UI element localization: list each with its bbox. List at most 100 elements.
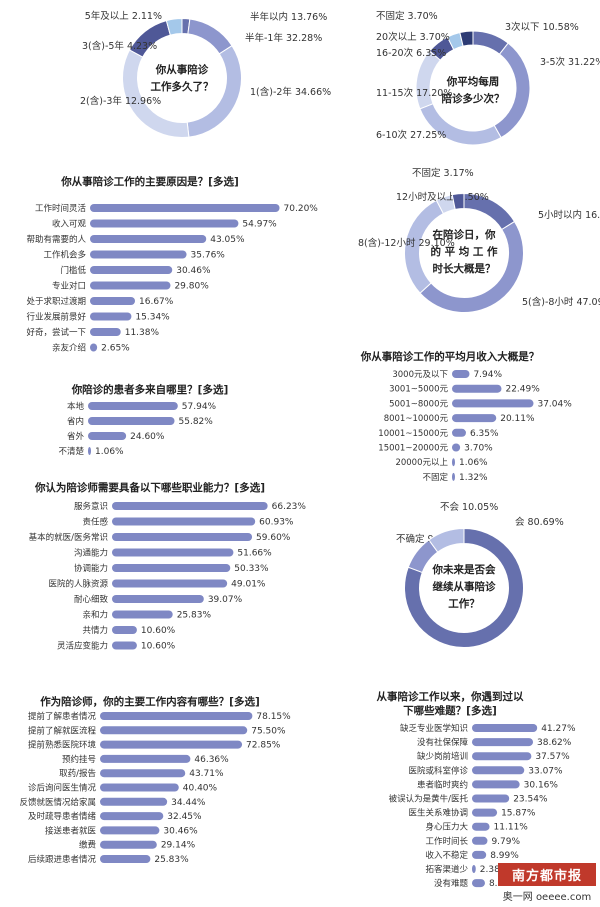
bar-income-value-7: 1.32% (459, 473, 488, 483)
bar-patients-value-2: 24.60% (130, 432, 165, 442)
bar-abilities-bar-1 (112, 517, 256, 526)
bar-income-category-0: 3000元及以下 (392, 370, 448, 380)
bar-difficulties-category-2: 缺少岗前培训 (417, 751, 468, 762)
bar-reasons-value-4: 30.46% (176, 266, 211, 276)
pie-future-label-2: 不会 10.05% (440, 501, 498, 513)
pie-panel-future: 会 80.69% 不确定 9.26% 不会 10.05% 你未来是否会 继续从事陪诊… (300, 500, 600, 670)
pie-years-slice-1 (187, 18, 233, 55)
pie-hours-label-4: 不固定 3.17% (412, 167, 474, 179)
bar-difficulties-title-line-2: 下哪些难题？[多选] (403, 705, 497, 717)
bar-patients-value-3: 1.06% (95, 447, 124, 457)
bar-reasons-bar-0 (90, 204, 280, 212)
bar-income-bar-6 (452, 458, 455, 467)
bar-content-value-7: 32.45% (167, 812, 202, 822)
bar-content-value-3: 46.36% (194, 755, 229, 765)
pie-years-svg: 5年及以上 2.11% 半年以内 13.76% 半年-1年 32.28% 1(含)-2… (80, 10, 331, 138)
bar-income-category-1: 3001~5000元 (389, 385, 448, 395)
bar-content-title: 作为陪诊师，你的主要工作内容有哪些？[多选] (40, 696, 260, 708)
bar-difficulties-value-5: 23.54% (513, 795, 548, 805)
bar-patients-title: 你陪诊的患者多来自哪里？[多选] (71, 384, 229, 396)
pie-times-label-6: 不固定 3.70% (376, 10, 438, 22)
bar-reasons-category-5: 专业对口 (52, 281, 86, 292)
bar-abilities-value-6: 39.07% (208, 595, 243, 605)
newspaper-logo: 南方都市报 (498, 863, 596, 886)
pie-years-title-line-2: 工作多久了？ (150, 81, 214, 93)
bar-abilities-category-2: 基本的就医/医务常识 (29, 532, 108, 543)
bar-content-value-0: 78.15% (256, 712, 291, 722)
bar-content-value-2: 72.85% (246, 741, 281, 751)
bar-reasons-value-1: 54.97% (242, 220, 277, 230)
bar-difficulties-bar-8 (472, 836, 488, 845)
bar-income-category-2: 5001~8000元 (389, 399, 448, 409)
bar-difficulties-bar-4 (472, 780, 520, 789)
pie-future-label-0: 会 80.69% (515, 516, 564, 528)
bar-content-category-9: 缴费 (79, 840, 97, 851)
bar-patients-value-1: 55.82% (179, 417, 214, 427)
pie-hours-title: 在陪诊日，你 的 平 均 工 作 时长大概是？ (414, 227, 514, 278)
bar-difficulties-bar-1 (472, 738, 534, 747)
bar-income-bar-1 (452, 384, 502, 393)
bar-content-bar-7 (100, 812, 164, 821)
pie-times-svg: 3次以下 10.58% 3-5次 31.22% 6-10次 27.25% 11-15次… (376, 10, 600, 146)
bar-abilities-category-7: 亲和力 (82, 610, 108, 621)
pie-times-label-0: 3次以下 10.58% (505, 21, 579, 33)
bar-abilities-bar-4 (112, 564, 231, 572)
bar-abilities-category-3: 沟通能力 (74, 548, 108, 559)
bar-reasons-bar-6 (90, 297, 136, 305)
bar-difficulties-category-3: 医院或科室停诊 (408, 765, 468, 776)
bar-abilities-title: 你认为陪诊师需要具备以下哪些职业能力？[多选] (34, 482, 266, 494)
bar-content-value-8: 30.46% (163, 826, 198, 836)
bar-income-bar-3 (452, 414, 497, 423)
bar-content-value-4: 43.71% (189, 769, 224, 779)
bar-difficulties-value-9: 8.99% (490, 851, 519, 861)
bar-income-value-5: 3.70% (464, 444, 493, 454)
bar-income-bar-4 (452, 428, 466, 437)
bar-income-category-4: 10001~15000元 (378, 429, 448, 439)
bar-reasons-category-4: 门槛低 (60, 265, 86, 276)
bar-reasons-value-7: 15.34% (135, 313, 170, 323)
bar-patients-bar-0 (88, 402, 178, 410)
bar-content-bar-8 (100, 826, 160, 835)
bar-panel-reasons: 你从事陪诊工作的主要原因是？[多选] 工作时间灵活 70.20% 收入可观 54.97… (0, 172, 318, 362)
pie-times-label-3: 11-15次 17.20% (376, 87, 452, 99)
bar-content-value-1: 75.50% (251, 726, 286, 736)
bar-difficulties-value-4: 30.16% (524, 780, 559, 790)
bar-income-value-6: 1.06% (459, 458, 488, 468)
bar-reasons-category-9: 亲友介绍 (52, 343, 86, 354)
pie-years-label-3: 1(含)-2年 34.66% (250, 86, 331, 98)
bar-difficulties-value-2: 37.57% (535, 752, 570, 762)
bar-abilities-category-5: 医院的人脉资源 (48, 579, 108, 590)
bar-content-category-6: 反馈就医情况给家属 (19, 797, 96, 808)
pie-panel-years: 5年及以上 2.11% 半年以内 13.76% 半年-1年 32.28% 1(含)-2… (0, 0, 331, 165)
bar-content-value-5: 40.40% (183, 784, 218, 794)
bar-abilities-category-6: 耐心细致 (74, 594, 109, 605)
bar-reasons-bar-8 (90, 328, 121, 336)
bar-income-bar-5 (452, 443, 461, 452)
bar-income-category-6: 20000元以上 (395, 458, 448, 468)
bar-content-svg: 提前了解患者情况 78.15% 提前了解就医流程 75.50% 提前熟悉医院环境 72.8… (19, 711, 291, 865)
pie-times-label-5: 20次以上 3.70% (376, 31, 450, 43)
bar-difficulties-category-6: 医生关系难协调 (408, 808, 468, 819)
pie-years-label-5: 3(含)-5年 4.23% (82, 40, 157, 52)
bar-difficulties-value-1: 38.62% (537, 738, 572, 748)
bar-patients-category-1: 省内 (67, 416, 84, 427)
bar-reasons-category-8: 好奇，尝试一下 (26, 327, 86, 338)
bar-content-category-0: 提前了解患者情况 (28, 711, 97, 722)
pie-future-title: 你未来是否会 继续从事陪诊 工作？ (414, 562, 514, 613)
bar-difficulties-category-5: 被误认为是黄牛/医托 (389, 794, 469, 805)
pie-future-title-line-3: 工作？ (448, 598, 480, 610)
footer: 南方都市报 奥一网 oeeee.com (498, 863, 596, 903)
bar-difficulties-bar-11 (472, 879, 485, 888)
bar-income-bar-7 (452, 472, 455, 481)
bar-difficulties-bar-5 (472, 794, 510, 803)
bar-content-bar-2 (100, 740, 243, 749)
bar-content-category-2: 提前熟悉医院环境 (28, 740, 97, 751)
bar-reasons-value-6: 16.67% (139, 297, 174, 307)
bar-reasons-bar-5 (90, 281, 171, 290)
bar-income-category-5: 15001~20000元 (378, 444, 448, 454)
bar-abilities-value-2: 59.60% (256, 533, 291, 543)
pie-times-title-line-2: 陪诊多少次？ (441, 93, 505, 105)
bar-reasons-category-3: 工作机会多 (43, 250, 86, 261)
bar-patients-bar-2 (88, 432, 127, 440)
pie-hours-label-3: 12小时及以上 4.50% (396, 191, 489, 203)
